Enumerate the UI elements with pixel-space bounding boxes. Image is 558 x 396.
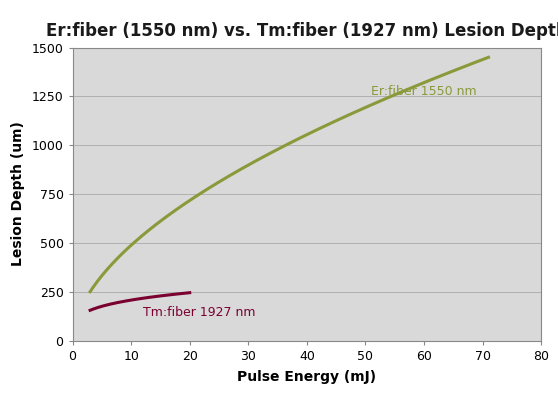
- Text: Tm:fiber 1927 nm: Tm:fiber 1927 nm: [143, 306, 256, 319]
- Y-axis label: Lesion Depth (um): Lesion Depth (um): [11, 122, 25, 267]
- X-axis label: Pulse Energy (mJ): Pulse Energy (mJ): [237, 369, 377, 384]
- Title: Er:fiber (1550 nm) vs. Tm:fiber (1927 nm) Lesion Depth: Er:fiber (1550 nm) vs. Tm:fiber (1927 nm…: [46, 23, 558, 40]
- Text: Er:fiber 1550 nm: Er:fiber 1550 nm: [372, 85, 477, 98]
